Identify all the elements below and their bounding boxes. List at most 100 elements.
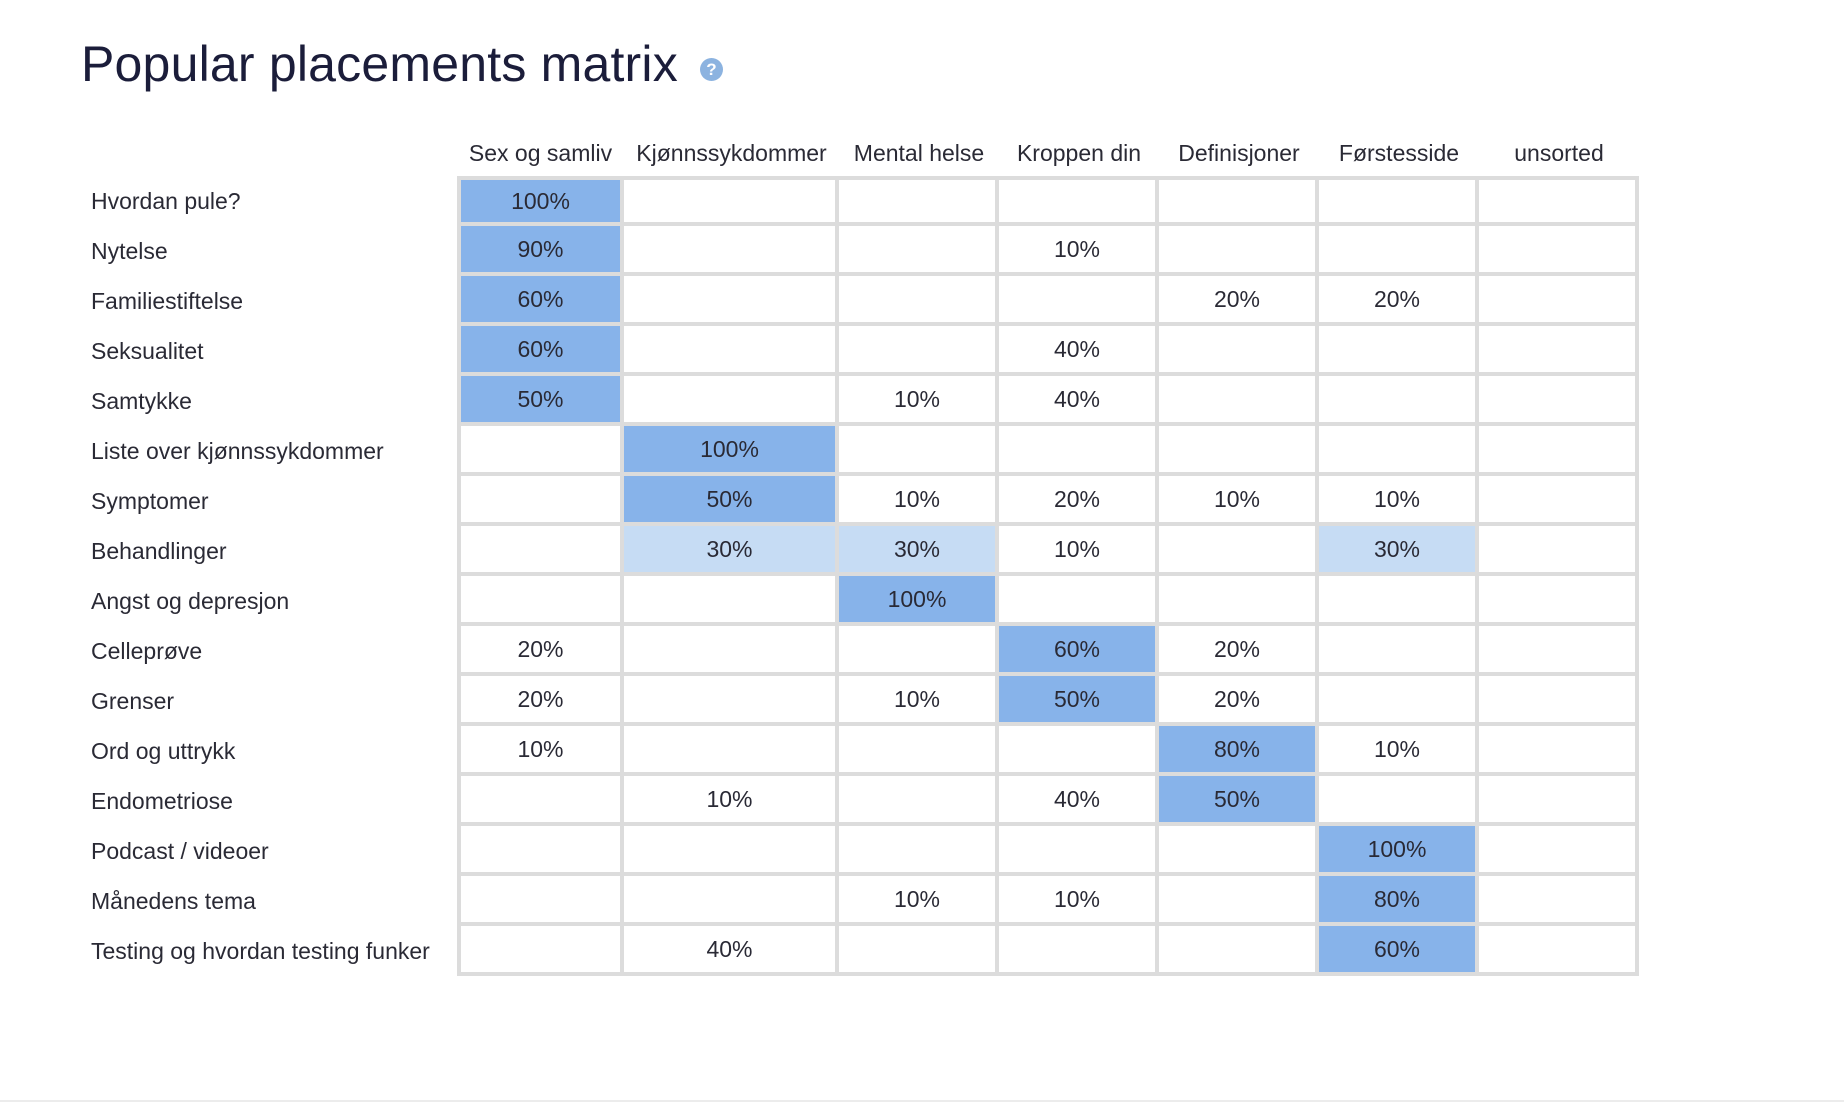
matrix-cell[interactable] [1479, 576, 1639, 626]
matrix-cell[interactable]: 10% [839, 676, 999, 726]
matrix-cell[interactable] [1319, 176, 1479, 226]
matrix-cell[interactable] [1319, 576, 1479, 626]
matrix-cell[interactable] [1319, 326, 1479, 376]
matrix-cell[interactable]: 10% [999, 526, 1159, 576]
matrix-cell[interactable] [1159, 326, 1319, 376]
matrix-cell[interactable] [1159, 526, 1319, 576]
matrix-cell[interactable] [1159, 826, 1319, 876]
matrix-cell[interactable]: 10% [839, 376, 999, 426]
matrix-cell[interactable]: 100% [457, 176, 624, 226]
matrix-cell[interactable]: 40% [624, 926, 839, 976]
matrix-cell[interactable] [624, 676, 839, 726]
matrix-cell[interactable] [624, 626, 839, 676]
matrix-cell[interactable] [999, 426, 1159, 476]
matrix-cell[interactable] [1479, 326, 1639, 376]
matrix-cell[interactable] [1159, 376, 1319, 426]
matrix-cell[interactable] [1319, 676, 1479, 726]
matrix-cell[interactable] [457, 526, 624, 576]
matrix-cell[interactable]: 40% [999, 326, 1159, 376]
matrix-cell[interactable]: 20% [1159, 276, 1319, 326]
matrix-cell[interactable]: 50% [1159, 776, 1319, 826]
matrix-cell[interactable]: 20% [457, 626, 624, 676]
matrix-cell[interactable] [1479, 926, 1639, 976]
matrix-cell[interactable] [1479, 426, 1639, 476]
matrix-cell[interactable] [999, 726, 1159, 776]
matrix-cell[interactable] [1479, 526, 1639, 576]
matrix-cell[interactable]: 50% [457, 376, 624, 426]
matrix-cell[interactable] [839, 276, 999, 326]
matrix-cell[interactable] [839, 826, 999, 876]
matrix-cell[interactable] [624, 176, 839, 226]
matrix-cell[interactable]: 10% [1319, 476, 1479, 526]
matrix-cell[interactable] [1479, 176, 1639, 226]
matrix-cell[interactable] [624, 326, 839, 376]
matrix-cell[interactable]: 20% [999, 476, 1159, 526]
matrix-cell[interactable] [839, 176, 999, 226]
matrix-cell[interactable]: 90% [457, 226, 624, 276]
matrix-cell[interactable]: 10% [999, 876, 1159, 926]
matrix-cell[interactable] [457, 776, 624, 826]
matrix-cell[interactable] [1479, 676, 1639, 726]
matrix-cell[interactable] [1159, 926, 1319, 976]
matrix-cell[interactable] [624, 576, 839, 626]
matrix-cell[interactable] [1319, 376, 1479, 426]
matrix-cell[interactable]: 80% [1319, 876, 1479, 926]
matrix-cell[interactable] [1159, 226, 1319, 276]
matrix-cell[interactable] [624, 826, 839, 876]
matrix-cell[interactable]: 40% [999, 376, 1159, 426]
matrix-cell[interactable]: 50% [999, 676, 1159, 726]
matrix-cell[interactable] [1479, 226, 1639, 276]
matrix-cell[interactable] [1479, 876, 1639, 926]
matrix-cell[interactable] [999, 176, 1159, 226]
matrix-cell[interactable]: 60% [999, 626, 1159, 676]
matrix-cell[interactable] [457, 426, 624, 476]
matrix-cell[interactable] [1479, 826, 1639, 876]
matrix-cell[interactable] [457, 926, 624, 976]
matrix-cell[interactable]: 40% [999, 776, 1159, 826]
matrix-cell[interactable]: 20% [1319, 276, 1479, 326]
matrix-cell[interactable] [624, 226, 839, 276]
matrix-cell[interactable]: 30% [1319, 526, 1479, 576]
matrix-cell[interactable] [1159, 426, 1319, 476]
matrix-cell[interactable]: 30% [839, 526, 999, 576]
matrix-cell[interactable] [624, 276, 839, 326]
matrix-cell[interactable] [839, 726, 999, 776]
matrix-cell[interactable]: 10% [457, 726, 624, 776]
matrix-cell[interactable] [839, 226, 999, 276]
matrix-cell[interactable] [1479, 726, 1639, 776]
matrix-cell[interactable]: 10% [624, 776, 839, 826]
matrix-cell[interactable]: 60% [1319, 926, 1479, 976]
matrix-cell[interactable] [1479, 276, 1639, 326]
matrix-cell[interactable] [624, 876, 839, 926]
matrix-cell[interactable]: 80% [1159, 726, 1319, 776]
matrix-cell[interactable] [839, 426, 999, 476]
matrix-cell[interactable] [624, 726, 839, 776]
matrix-cell[interactable] [1479, 626, 1639, 676]
matrix-cell[interactable]: 100% [839, 576, 999, 626]
matrix-cell[interactable] [1159, 876, 1319, 926]
matrix-cell[interactable]: 60% [457, 326, 624, 376]
matrix-cell[interactable] [1319, 226, 1479, 276]
matrix-cell[interactable]: 10% [999, 226, 1159, 276]
matrix-cell[interactable] [999, 276, 1159, 326]
matrix-cell[interactable] [999, 926, 1159, 976]
matrix-cell[interactable]: 20% [1159, 676, 1319, 726]
matrix-cell[interactable] [999, 826, 1159, 876]
matrix-cell[interactable] [457, 876, 624, 926]
matrix-cell[interactable] [1319, 426, 1479, 476]
matrix-cell[interactable] [1159, 176, 1319, 226]
matrix-cell[interactable]: 100% [624, 426, 839, 476]
matrix-cell[interactable]: 60% [457, 276, 624, 326]
matrix-cell[interactable] [457, 476, 624, 526]
matrix-cell[interactable]: 20% [1159, 626, 1319, 676]
matrix-cell[interactable] [1479, 476, 1639, 526]
matrix-cell[interactable] [624, 376, 839, 426]
matrix-cell[interactable]: 10% [839, 476, 999, 526]
matrix-cell[interactable] [839, 926, 999, 976]
matrix-cell[interactable]: 100% [1319, 826, 1479, 876]
matrix-cell[interactable]: 10% [839, 876, 999, 926]
matrix-cell[interactable] [999, 576, 1159, 626]
matrix-cell[interactable] [1479, 776, 1639, 826]
matrix-cell[interactable]: 10% [1159, 476, 1319, 526]
matrix-cell[interactable] [457, 826, 624, 876]
